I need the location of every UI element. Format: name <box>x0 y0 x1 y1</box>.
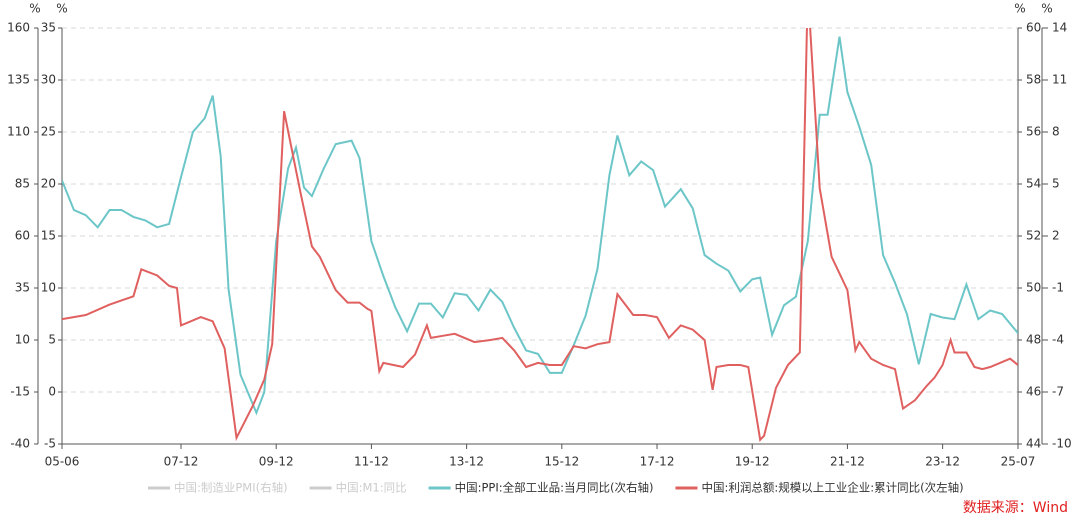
y-tick-label: 20 <box>41 177 56 191</box>
y2-tick-label: 60 <box>1026 21 1041 35</box>
y2-tick-label: 54 <box>1026 177 1041 191</box>
y3-tick-label: 135 <box>7 73 30 87</box>
y-tick-label: 10 <box>41 281 56 295</box>
series-line <box>62 28 1018 442</box>
x-tick-label: 05-06 <box>45 455 80 469</box>
y4-tick-label: -4 <box>1052 333 1064 347</box>
y2-tick-label: 46 <box>1026 385 1041 399</box>
x-tick-label: 11-12 <box>354 455 389 469</box>
y3-unit: % <box>29 2 40 16</box>
y4-unit: % <box>1041 2 1052 16</box>
y-unit: % <box>56 2 67 16</box>
y2-tick-label: 50 <box>1026 281 1041 295</box>
x-tick-label: 23-12 <box>925 455 960 469</box>
legend-label[interactable]: 中国:M1:同比 <box>336 481 407 495</box>
y3-tick-label: 110 <box>7 125 30 139</box>
y4-tick-label: 8 <box>1052 125 1060 139</box>
source: 数据来源：Wind <box>963 500 1068 516</box>
y2-tick-label: 52 <box>1026 229 1041 243</box>
y4-tick-label: 14 <box>1052 21 1067 35</box>
legend-label[interactable]: 中国:制造业PMI(右轴) <box>174 481 288 495</box>
y-tick-label: 0 <box>48 385 56 399</box>
y4-tick-label: -1 <box>1052 281 1064 295</box>
y2-tick-label: 56 <box>1026 125 1041 139</box>
y3-tick-label: 60 <box>15 229 30 243</box>
y-tick-label: 25 <box>41 125 56 139</box>
y4-tick-label: 5 <box>1052 177 1060 191</box>
y3-tick-label: 160 <box>7 21 30 35</box>
y-tick-label: 5 <box>48 333 56 347</box>
legend-label[interactable]: 中国:PPI:全部工业品:当月同比(次右轴) <box>455 481 654 495</box>
y-tick-label: 30 <box>41 73 56 87</box>
y2-unit: % <box>1014 2 1025 16</box>
y3-tick-label: 35 <box>15 281 30 295</box>
x-tick-label: 25-07 <box>1001 455 1036 469</box>
y3-tick-label: 10 <box>15 333 30 347</box>
series-line <box>62 36 1018 416</box>
plot-area <box>62 28 1018 442</box>
x-tick-label: 17-12 <box>640 455 675 469</box>
y-tick-label: -5 <box>44 437 56 451</box>
y2-tick-label: 44 <box>1026 437 1041 451</box>
y4-tick-label: 11 <box>1052 73 1067 87</box>
legend-label[interactable]: 中国:利润总额:规模以上工业企业:累计同比(次左轴) <box>701 481 963 495</box>
y4-tick-label: -10 <box>1052 437 1072 451</box>
y-tick-label: 15 <box>41 229 56 243</box>
y2-tick-label: 58 <box>1026 73 1041 87</box>
x-tick-label: 15-12 <box>544 455 579 469</box>
y3-tick-label: 85 <box>15 177 30 191</box>
y4-tick-label: -7 <box>1052 385 1064 399</box>
y-tick-label: 35 <box>41 21 56 35</box>
y3-tick-label: -15 <box>10 385 30 399</box>
x-tick-label: 09-12 <box>259 455 294 469</box>
x-tick-label: 19-12 <box>735 455 770 469</box>
y2-tick-label: 48 <box>1026 333 1041 347</box>
y3-tick-label: -40 <box>10 437 30 451</box>
x-tick-label: 07-12 <box>164 455 199 469</box>
x-tick-label: 13-12 <box>449 455 484 469</box>
x-tick-label: 21-12 <box>830 455 865 469</box>
y4-tick-label: 2 <box>1052 229 1060 243</box>
